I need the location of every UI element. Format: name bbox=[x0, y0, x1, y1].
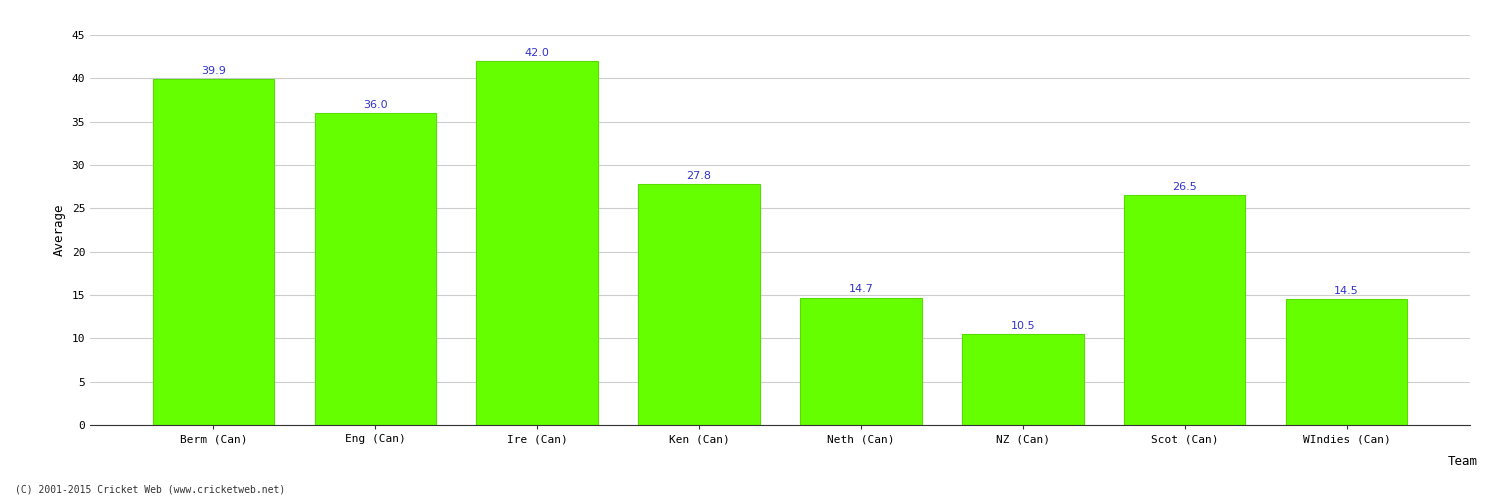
Bar bbox=[477, 61, 598, 425]
Bar bbox=[639, 184, 760, 425]
Bar bbox=[962, 334, 1083, 425]
Bar bbox=[153, 79, 274, 425]
Bar bbox=[315, 113, 436, 425]
Text: 27.8: 27.8 bbox=[687, 170, 711, 180]
Y-axis label: Average: Average bbox=[53, 204, 66, 256]
Text: 39.9: 39.9 bbox=[201, 66, 226, 76]
Bar bbox=[1124, 196, 1245, 425]
Bar bbox=[1286, 300, 1407, 425]
Text: 14.5: 14.5 bbox=[1334, 286, 1359, 296]
Text: 36.0: 36.0 bbox=[363, 100, 387, 110]
Text: 42.0: 42.0 bbox=[525, 48, 549, 58]
Text: (C) 2001-2015 Cricket Web (www.cricketweb.net): (C) 2001-2015 Cricket Web (www.cricketwe… bbox=[15, 485, 285, 495]
Bar bbox=[800, 298, 921, 425]
Text: 14.7: 14.7 bbox=[849, 284, 873, 294]
Text: 26.5: 26.5 bbox=[1173, 182, 1197, 192]
Text: Team: Team bbox=[1448, 455, 1478, 468]
Text: 10.5: 10.5 bbox=[1011, 320, 1035, 330]
